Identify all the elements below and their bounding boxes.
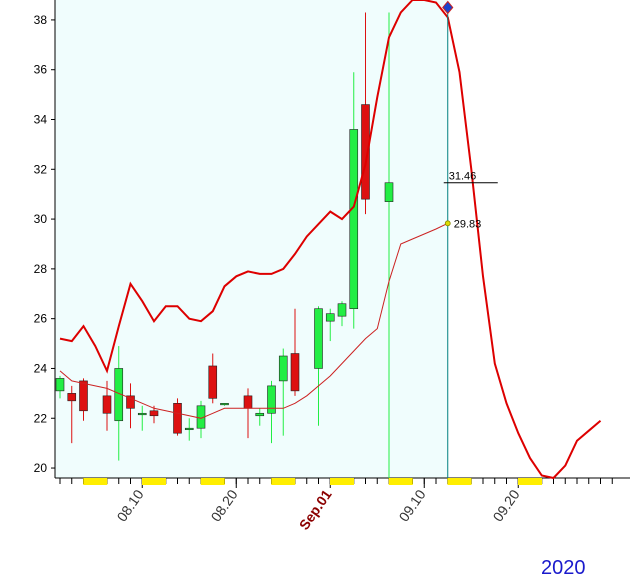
candlesticks [55, 12, 394, 478]
candle-body [337, 303, 347, 317]
x-tick-label: 09.20 [489, 486, 522, 524]
highlighted-ticks [83, 478, 542, 485]
y-tick-label: 36 [34, 63, 48, 77]
candle-body [137, 412, 147, 416]
y-tick-label: 20 [34, 461, 48, 475]
x-tick-label: Sep.01 [296, 486, 335, 532]
y-tick-label: 22 [34, 411, 48, 425]
candle-body [102, 395, 112, 414]
highlighted-tick [271, 478, 296, 485]
y-tick-label: 30 [34, 212, 48, 226]
candle-body [325, 313, 335, 322]
candle-body [267, 385, 276, 414]
y-tick-label: 26 [34, 312, 48, 326]
highlighted-tick [447, 478, 472, 485]
candle-body [243, 395, 253, 409]
highlighted-tick [200, 478, 225, 485]
y-tick-label: 34 [34, 113, 48, 127]
y-tick-label: 24 [34, 361, 48, 375]
ma-value-dot [444, 220, 451, 227]
candle-body [278, 355, 288, 382]
candle-body [290, 353, 300, 392]
annotations: 31.46 29.83 [442, 0, 498, 478]
x-tick-label: 08.10 [113, 486, 146, 524]
candle-body [173, 403, 182, 434]
candle-body [67, 393, 77, 402]
ma-value-label: 29.83 [454, 218, 482, 230]
candle-body [361, 104, 370, 200]
highlighted-tick [388, 478, 413, 485]
upper-band-line [59, 0, 602, 480]
y-tick-label: 32 [34, 162, 48, 176]
y-tick-label: 38 [34, 13, 48, 27]
x-tick-label: 09.10 [395, 486, 428, 524]
diamond-icon [442, 0, 454, 15]
highlighted-tick [142, 478, 166, 485]
moving-average-line [59, 222, 449, 419]
year-label: 2020 [541, 557, 586, 579]
candle-body [349, 129, 359, 310]
candle-body [149, 410, 159, 417]
y-tick-label: 28 [34, 262, 48, 276]
candle-body [126, 395, 135, 409]
candle-body [79, 380, 88, 412]
indicator-lines [59, 0, 602, 480]
candle-body [220, 403, 229, 406]
candle-body [208, 365, 218, 399]
candle-body [314, 308, 323, 369]
highlighted-tick [83, 478, 108, 485]
last-close-label: 31.46 [449, 171, 477, 183]
highlighted-tick [518, 478, 542, 485]
candle-body [384, 182, 394, 202]
candle-body [184, 427, 194, 431]
x-tick-label: 08.20 [207, 486, 240, 524]
candle-body [255, 412, 265, 417]
candle-body [55, 378, 65, 392]
highlighted-tick [330, 478, 354, 485]
